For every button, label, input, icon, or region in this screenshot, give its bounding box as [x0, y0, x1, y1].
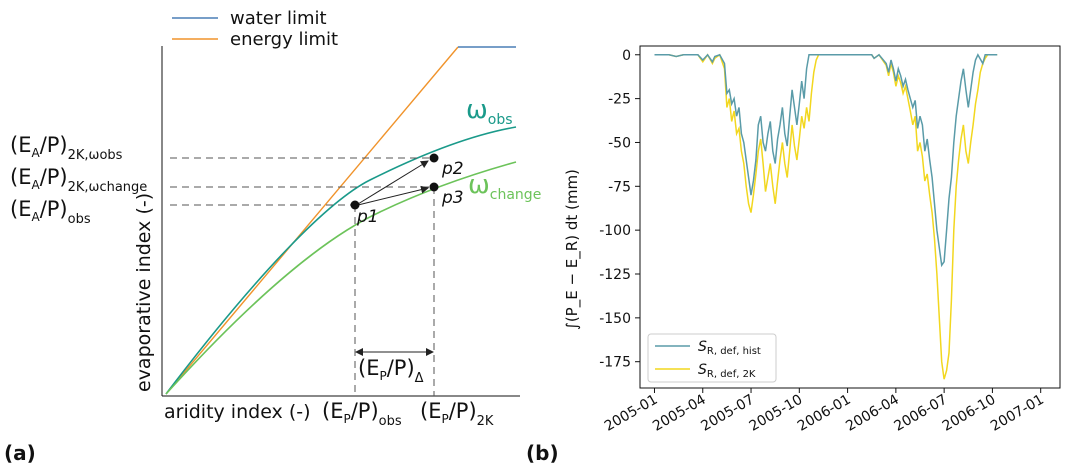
x-tick-obs: (EP/P)obs	[322, 399, 402, 429]
x-tick-2k: (EP/P)2K	[420, 399, 494, 429]
panel-a-y-label: evaporative index (-)	[133, 193, 155, 392]
x-tick-label: 2006-07	[891, 392, 950, 435]
y-tick-label: -50	[608, 135, 631, 151]
delta-label: (EP/P)Δ	[358, 356, 424, 386]
panel-b-series	[654, 53, 998, 380]
point-p1-label: p1	[356, 207, 379, 227]
panel-a-guides	[170, 157, 435, 396]
point-p1	[350, 200, 360, 210]
arrow-p1-p3	[357, 185, 429, 206]
x-tick-label: 2005-10	[747, 392, 806, 435]
legend-hist-label: SR, def, hist	[698, 339, 761, 357]
arrow-p1-p2	[357, 160, 429, 205]
y-tick-label: -175	[599, 355, 631, 371]
y-tick-obs: (EA/P)obs	[10, 197, 91, 227]
series-2k-line	[654, 53, 998, 380]
point-p3	[429, 182, 439, 192]
x-tick-label: 2005-01	[602, 392, 661, 435]
x-tick-label: 2005-07	[698, 392, 757, 435]
panel-b-x-ticks: 2005-012005-042005-072005-102006-012006-…	[602, 388, 1047, 435]
legend-water-limit-label: water limit	[230, 8, 327, 29]
omega-obs-label: ωobs	[466, 95, 513, 128]
panel-b-label: (b)	[526, 441, 559, 465]
y-tick-label: -25	[608, 92, 631, 108]
panel-b: 0-25-50-75-100-125-150-175 2005-012005-0…	[526, 45, 1061, 465]
y-tick-label: -100	[599, 223, 631, 239]
omega-change-curve	[165, 161, 517, 395]
omega-change-label: ωchange	[468, 170, 541, 203]
panel-b-y-label: ∫(P_E − E_R) dt (mm)	[563, 169, 582, 330]
point-p3-label: p3	[441, 188, 464, 208]
x-tick-label: 2006-10	[940, 392, 999, 435]
y-tick-2k-omega-obs: (EA/P)2K,ωobs	[10, 133, 123, 163]
y-tick-2k-omega-change: (EA/P)2K,ωchange	[10, 165, 147, 195]
energy-limit-line	[165, 46, 459, 395]
y-tick-label: -75	[608, 179, 631, 195]
panel-a-label: (a)	[4, 441, 36, 465]
omega-obs-curve	[165, 126, 517, 395]
x-tick-label: 2006-01	[795, 392, 854, 435]
x-tick-label: 2005-04	[650, 392, 709, 435]
y-tick-label: 0	[622, 48, 631, 64]
series-hist-line	[654, 53, 998, 268]
y-tick-label: -125	[599, 267, 631, 283]
x-tick-label: 2006-04	[843, 392, 902, 435]
panel-b-frame	[639, 45, 1061, 389]
point-p2-label: p2	[441, 159, 464, 179]
point-p2	[429, 153, 439, 163]
panel-a-x-label: aridity index (-)	[164, 401, 311, 423]
x-tick-label: 2007-01	[988, 392, 1047, 435]
panel-b-y-ticks: 0 -25 -50 -75 -100 -125 -150 -175	[599, 48, 640, 371]
y-tick-label: -150	[599, 311, 631, 327]
panel-a: water limit energy limit	[4, 8, 541, 465]
legend-2k-label: SR, def, 2K	[698, 362, 756, 380]
legend-energy-limit-label: energy limit	[230, 29, 338, 50]
